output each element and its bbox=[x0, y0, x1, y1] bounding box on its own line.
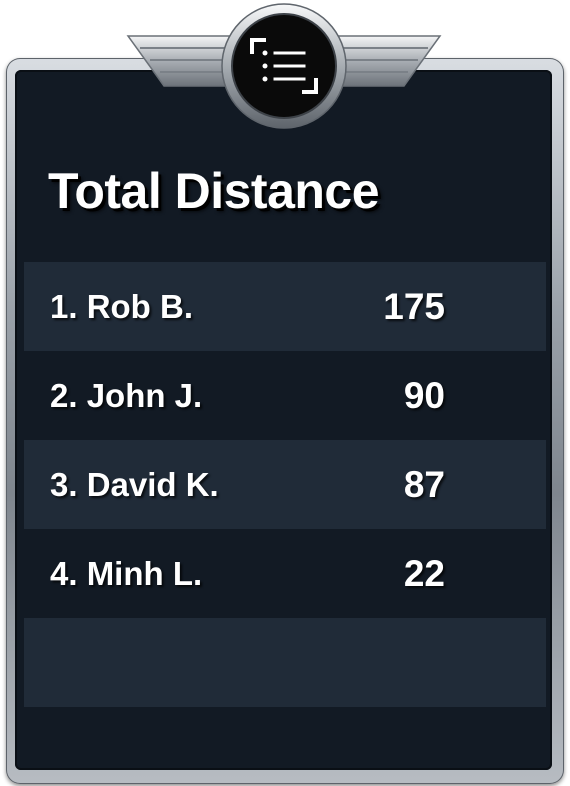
leaderboard-row: 2. John J. 90 bbox=[24, 351, 546, 440]
leaderboard-panel: Total Distance 1. Rob B. 175 2. John J. … bbox=[15, 70, 552, 770]
leaderboard-row-value: 175 bbox=[383, 286, 445, 327]
leaderboard-row-value: 22 bbox=[403, 553, 445, 594]
leaderboard-row-empty bbox=[24, 618, 546, 707]
leaderboard-row-value: 90 bbox=[403, 375, 445, 416]
left-wing bbox=[126, 35, 237, 87]
leaderboard-row: 1. Rob B. 175 bbox=[24, 262, 546, 351]
leaderboard-row: 4. Minh L. 22 bbox=[24, 529, 546, 618]
leaderboard-list: 1. Rob B. 175 2. John J. 90 3. David K. … bbox=[24, 262, 546, 707]
leaderboard-row: 3. David K. 87 bbox=[24, 440, 546, 529]
list-icon bbox=[250, 38, 318, 94]
leaderboard-row-name: 1. Rob B. bbox=[50, 288, 194, 325]
winged-emblem bbox=[126, 3, 442, 129]
right-wing bbox=[331, 35, 442, 87]
leaderboard-row-name: 2. John J. bbox=[50, 377, 203, 414]
leaderboard-row-name: 3. David K. bbox=[50, 466, 219, 503]
leaderboard-row-value: 87 bbox=[403, 464, 445, 505]
leaderboard-title: Total Distance bbox=[48, 163, 380, 219]
leaderboard-row-name: 4. Minh L. bbox=[50, 555, 203, 592]
